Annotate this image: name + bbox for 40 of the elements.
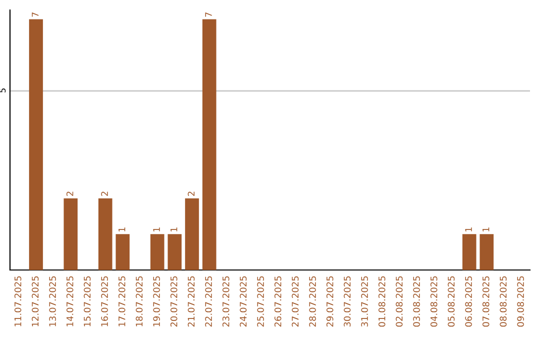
x-tick-label: 01.08.2025 [378,276,386,327]
x-tick-label: 02.08.2025 [396,276,403,327]
x-tick-label: 30.07.2025 [344,276,351,327]
x-tick-label: 05.08.2025 [448,276,455,327]
x-tick-label: 26.07.2025 [274,276,282,327]
x-tick-label: 08.08.2025 [500,276,507,327]
data-label: 1 [170,227,178,232]
x-tick-label: 09.08.2025 [517,276,524,327]
x-tick-label: 15.07.2025 [84,276,91,326]
x-tick-label: 14.07.2025 [66,276,74,326]
x-tick-label: 20.07.2025 [170,276,178,327]
data-label: 1 [482,227,490,232]
x-tick-label: 22.07.2025 [205,276,212,327]
data-label: 7 [205,12,212,17]
data-label: 7 [32,12,38,17]
x-tick-label: 04.08.2025 [430,276,438,327]
x-tick-label: 28.07.2025 [309,276,316,327]
data-label: 1 [118,227,126,232]
x-tick-label: 31.07.2025 [361,276,368,327]
x-tick-label: 12.07.2025 [32,276,39,326]
data-label: 2 [66,192,74,196]
data-label: 1 [153,227,160,232]
x-tick-label: 13.07.2025 [49,276,56,326]
x-tick-label: 21.07.2025 [188,276,195,327]
x-tick-label: 11.07.2025 [14,276,22,326]
x-tick-label: 17.07.2025 [118,276,126,326]
x-tick-label: 07.08.2025 [482,276,490,327]
x-tick-label: 06.08.2025 [465,276,472,327]
data-label: 2 [188,192,194,196]
data-label: 2 [101,192,108,196]
x-tick-label: 23.07.2025 [222,276,230,327]
data-label: 1 [465,227,472,232]
x-tick-label: 19.07.2025 [153,276,160,326]
x-tick-label: 27.07.2025 [292,276,299,327]
x-tick-label: 03.08.2025 [413,276,420,327]
x-tick-label: 24.07.2025 [240,276,247,327]
x-tick-label: 18.07.2025 [136,276,143,326]
x-tick-label: 29.07.2025 [326,276,334,327]
x-tick-label: 25.07.2025 [257,276,264,327]
x-tick-label: 16.07.2025 [101,276,108,326]
